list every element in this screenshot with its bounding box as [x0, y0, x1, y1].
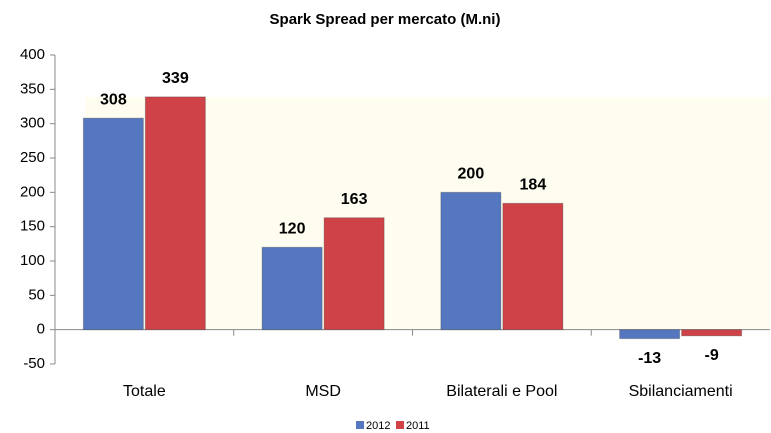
bar [144, 96, 206, 331]
bar [440, 191, 502, 331]
y-tick-label: 150 [20, 218, 45, 235]
legend-swatch [356, 421, 364, 429]
value-label: 200 [458, 166, 485, 183]
value-label: 184 [520, 177, 547, 194]
value-label: 339 [162, 70, 189, 87]
y-tick-label: 400 [20, 46, 45, 63]
x-tick-label: Sbilanciamenti [629, 383, 733, 400]
value-label: -13 [638, 350, 661, 367]
value-label: -9 [705, 347, 719, 364]
value-label: 120 [279, 220, 306, 237]
y-tick-label: 100 [20, 252, 45, 269]
y-tick-label: 50 [28, 286, 45, 303]
value-label: 163 [341, 191, 368, 208]
bar [681, 329, 743, 337]
bar [82, 117, 144, 331]
bar [261, 246, 323, 331]
legend-label: 2011 [406, 420, 430, 432]
legend-swatch [396, 421, 404, 429]
bar [619, 329, 681, 340]
y-tick-label: 0 [37, 321, 45, 338]
y-tick-label: -50 [23, 355, 45, 372]
legend-label: 2012 [366, 420, 390, 432]
y-tick-label: 250 [20, 149, 45, 166]
value-label: 308 [100, 91, 127, 108]
chart-title: Spark Spread per mercato (M.ni) [270, 11, 501, 28]
x-tick-label: Totale [123, 383, 166, 400]
x-tick-label: MSD [305, 383, 341, 400]
y-tick-label: 300 [20, 115, 45, 132]
y-tick-label: 200 [20, 183, 45, 200]
bar [502, 202, 564, 331]
bar [323, 217, 385, 331]
x-tick-label: Bilaterali e Pool [446, 383, 557, 400]
y-tick-label: 350 [20, 80, 45, 97]
